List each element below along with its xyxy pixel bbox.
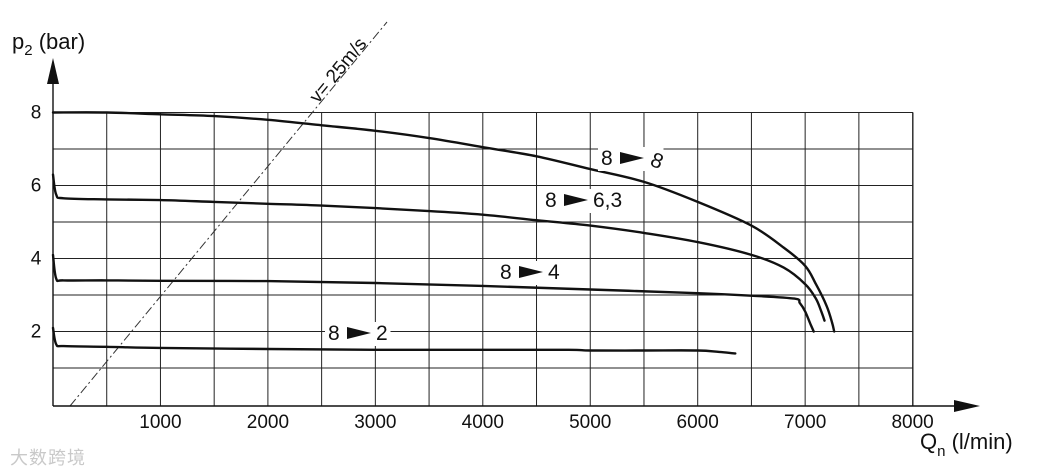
- series-label-from: 8: [500, 261, 512, 284]
- x-tick-label: 3000: [354, 412, 396, 433]
- curve-8-6-3: [51, 173, 826, 322]
- x-tick-label: 1000: [139, 412, 181, 433]
- reference-line: [69, 21, 388, 407]
- series-label-to: 2: [376, 322, 388, 345]
- series-label-8-6-3: 8 6,3: [542, 189, 629, 213]
- series-label-from: 8: [545, 189, 557, 212]
- y-tick-label: 2: [31, 322, 42, 343]
- tick-labels: 1000 2000 3000 4000 5000 6000 7000 8000 2 4 6 8: [31, 103, 934, 434]
- x-axis-label: Qn (l/min): [920, 429, 1013, 460]
- x-tick-label: 4000: [462, 412, 504, 433]
- y-axis-label: p2 (bar): [12, 29, 85, 59]
- series-label-to: 4: [548, 261, 560, 284]
- x-tick-label: 6000: [677, 412, 719, 433]
- x-tick-label: 2000: [247, 412, 289, 433]
- watermark: 大数跨境: [10, 448, 86, 469]
- x-axis-arrow: [954, 400, 980, 412]
- y-tick-label: 8: [31, 103, 42, 124]
- y-tick-label: 4: [31, 249, 42, 270]
- series-label-bg: [542, 189, 629, 213]
- arrow-right-icon: [347, 327, 371, 339]
- reference-line-label: v= 25m/s: [306, 34, 372, 107]
- y-tick-label: 6: [31, 176, 42, 197]
- series-labels: 8 88 6,38 48 2: [325, 147, 667, 346]
- series-label-to: 6,3: [593, 189, 622, 212]
- series-label-from: 8: [328, 322, 340, 345]
- x-tick-label: 7000: [784, 412, 826, 433]
- y-axis-arrow: [47, 58, 59, 84]
- arrow-right-icon: [620, 152, 644, 164]
- arrow-right-icon: [564, 194, 588, 206]
- curve-8-4: [51, 253, 815, 333]
- grid: [53, 112, 914, 406]
- curve-8-2: [51, 326, 737, 355]
- series-label-from: 8: [601, 147, 613, 170]
- x-tick-label: 5000: [569, 412, 611, 433]
- curve-8-8: [51, 111, 836, 333]
- x-tick-label: 8000: [891, 412, 933, 433]
- arrow-right-icon: [519, 266, 543, 278]
- axes: [47, 58, 980, 412]
- series-curves: [51, 111, 836, 355]
